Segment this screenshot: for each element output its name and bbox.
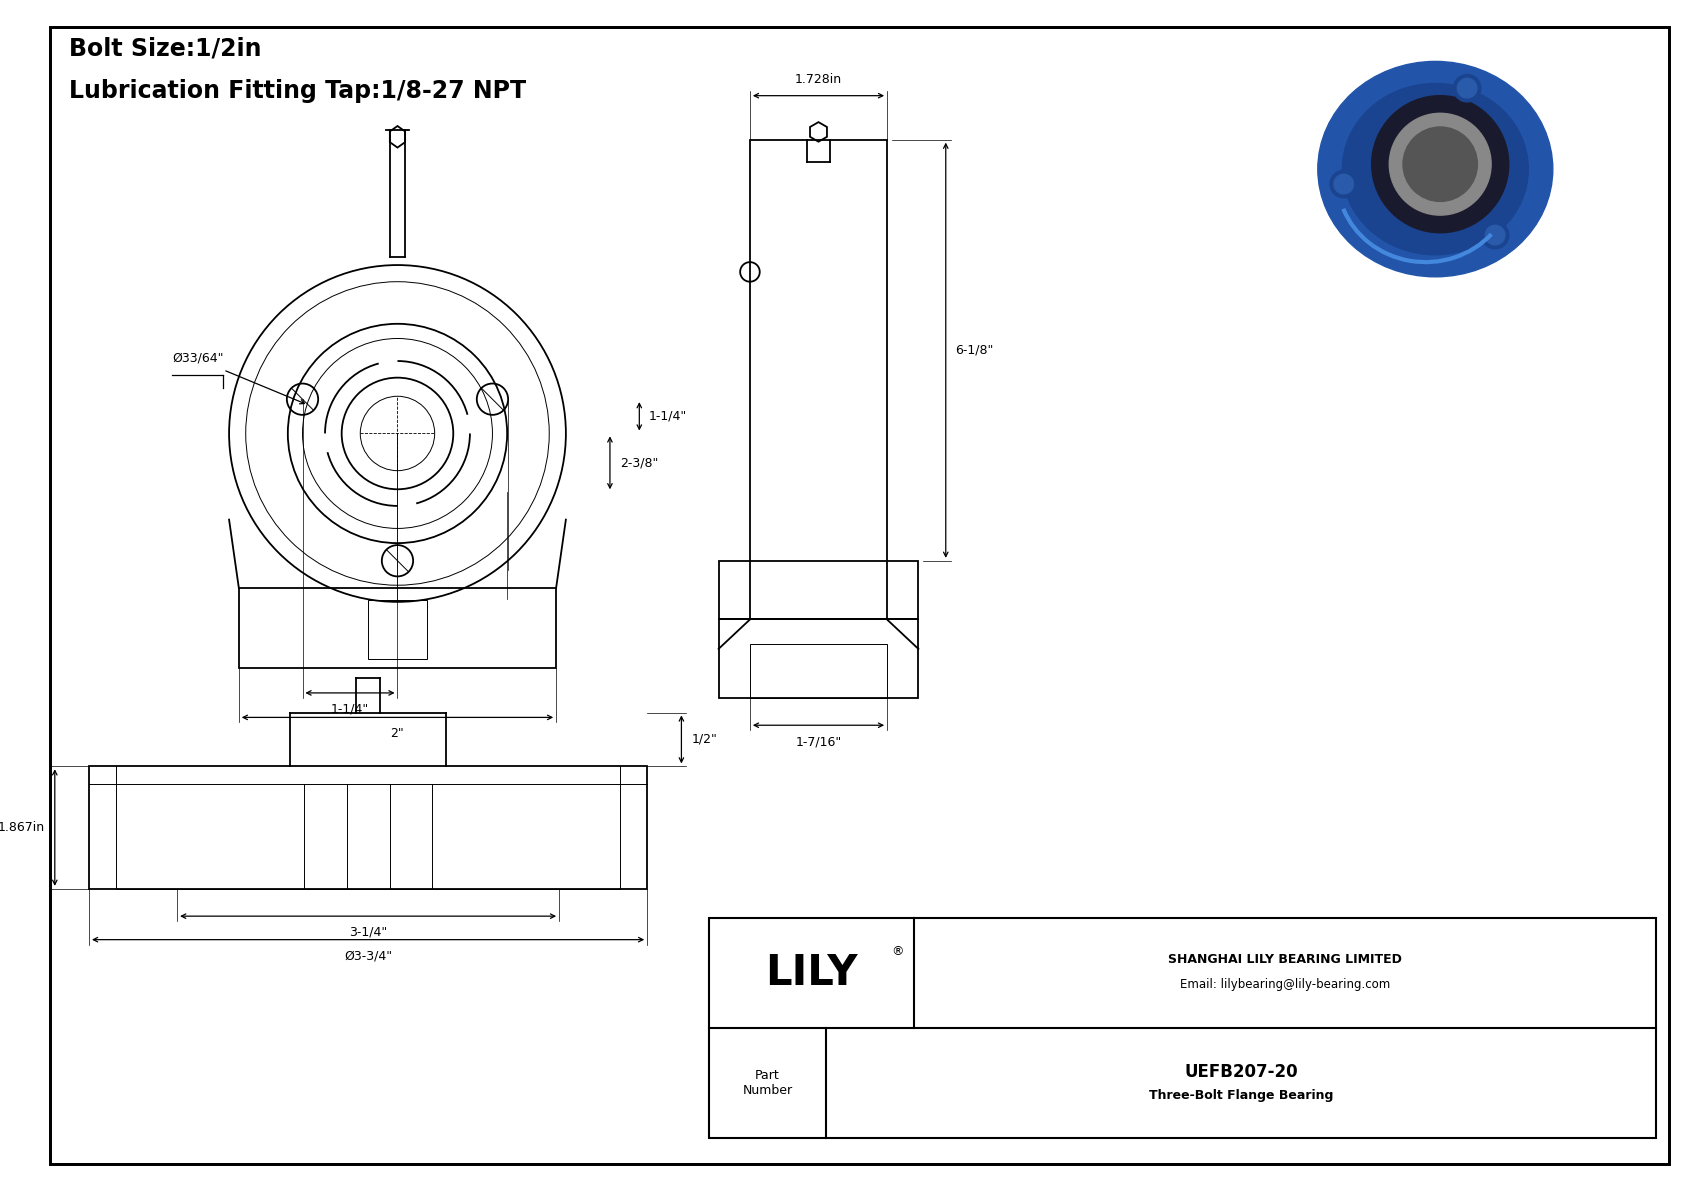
Text: Ø33/64": Ø33/64" [172, 351, 224, 364]
Text: SHANGHAI LILY BEARING LIMITED: SHANGHAI LILY BEARING LIMITED [1169, 953, 1403, 966]
Bar [719, 619, 918, 698]
Circle shape [1403, 127, 1477, 201]
Circle shape [1485, 225, 1505, 245]
Text: Three-Bolt Flange Bearing: Three-Bolt Flange Bearing [1148, 1089, 1334, 1102]
Text: 1-7/16": 1-7/16" [795, 735, 842, 748]
Circle shape [1482, 222, 1509, 249]
Text: Part
Number: Part Number [743, 1070, 793, 1097]
Circle shape [1453, 74, 1480, 102]
Bar [239, 588, 556, 668]
Circle shape [1389, 113, 1490, 216]
Text: 1/2": 1/2" [690, 732, 717, 746]
Text: 1-1/4": 1-1/4" [330, 703, 369, 716]
Bar [719, 561, 918, 619]
Text: 2": 2" [391, 728, 404, 740]
Circle shape [1330, 170, 1357, 198]
Text: ®: ® [891, 946, 904, 958]
Bar [749, 139, 887, 619]
Text: 6-1/8": 6-1/8" [955, 344, 994, 357]
Circle shape [1334, 174, 1354, 194]
Text: Bolt Size:1/2in: Bolt Size:1/2in [69, 37, 263, 61]
Text: Lubrication Fitting Tap:1/8-27 NPT: Lubrication Fitting Tap:1/8-27 NPT [69, 79, 527, 104]
Text: 2-3/8": 2-3/8" [620, 456, 658, 469]
Circle shape [1457, 79, 1477, 98]
Text: Email: lilybearing@lily-bearing.com: Email: lilybearing@lily-bearing.com [1180, 979, 1391, 991]
Circle shape [1372, 95, 1509, 232]
Text: 3-1/4": 3-1/4" [349, 925, 387, 939]
Bar [89, 766, 647, 888]
Ellipse shape [1319, 62, 1553, 276]
Bar [709, 918, 1655, 1139]
Bar [749, 644, 887, 698]
Text: 1-1/4": 1-1/4" [648, 410, 687, 423]
Text: UEFB207-20: UEFB207-20 [1184, 1062, 1298, 1080]
Bar [116, 784, 620, 888]
Text: 1.728in: 1.728in [795, 73, 842, 86]
Bar [369, 600, 426, 659]
Text: 1.867in: 1.867in [0, 821, 45, 834]
Text: Ø3-3/4": Ø3-3/4" [344, 949, 392, 962]
Ellipse shape [1342, 83, 1529, 255]
Text: LILY: LILY [766, 952, 857, 994]
